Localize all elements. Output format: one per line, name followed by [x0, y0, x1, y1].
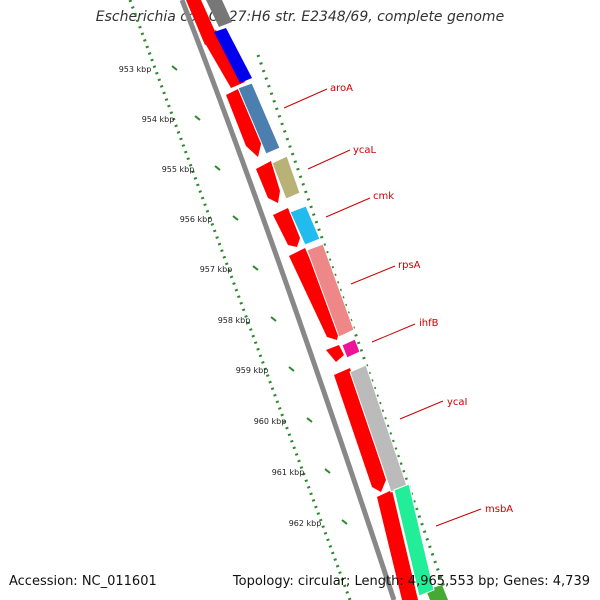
- outer-tick-ring: [128, 0, 352, 600]
- accession-label: Accession: NC_011601: [9, 574, 157, 589]
- gene-label-leader: [283, 88, 328, 109]
- cds-segment: [206, 0, 232, 27]
- kbp-tick: [288, 366, 295, 372]
- genome-backbone: [179, 0, 397, 600]
- kbp-tick: [214, 165, 221, 171]
- kbp-tick: [306, 417, 313, 423]
- gene-label-msbA: msbA: [485, 504, 513, 515]
- kbp-tick: [171, 65, 178, 71]
- gene-label-leader: [435, 508, 482, 527]
- gene-label-ycaL: ycaL: [353, 145, 377, 156]
- cds-arrow[interactable]: [226, 87, 262, 157]
- cds-arrow[interactable]: [202, 30, 245, 88]
- kbp-label: 961 kbp: [272, 468, 305, 477]
- kbp-tick: [324, 468, 331, 474]
- gene-feature-msbA[interactable]: [393, 483, 435, 597]
- kbp-label: 959 kbp: [236, 366, 269, 375]
- cds-arrow[interactable]: [377, 490, 418, 600]
- cds-arrow[interactable]: [273, 208, 300, 247]
- kbp-label: 955 kbp: [162, 165, 195, 174]
- kbp-label: 954 kbp: [142, 115, 175, 124]
- kbp-label: 958 kbp: [218, 316, 251, 325]
- kbp-label: 953 kbp: [119, 65, 152, 74]
- gene-label-leader: [399, 400, 444, 420]
- gene-label-rpsA: rpsA: [398, 260, 421, 271]
- kbp-label: 956 kbp: [180, 215, 213, 224]
- kbp-label: 957 kbp: [200, 265, 233, 274]
- gene-label-leader: [325, 197, 371, 218]
- kbp-tick: [252, 265, 259, 271]
- inner-tick-ring: [256, 54, 447, 591]
- gene-label-aroA: aroA: [330, 83, 353, 94]
- kbp-scale: 953 kbp 954 kbp 955 kbp 956 kbp 957 kbp 958 k…: [119, 65, 348, 528]
- cds-arrow[interactable]: [256, 161, 280, 203]
- gene-feature-cmk[interactable]: [289, 205, 321, 246]
- gene-label-ycaI: ycaI: [447, 397, 468, 408]
- kbp-tick: [194, 115, 201, 121]
- gene-track: aroA ycaL cmk rpsA ihfB ycaI msbA: [237, 82, 513, 597]
- gene-feature-ycaL[interactable]: [271, 155, 301, 200]
- gene-feature-rpsA[interactable]: [306, 243, 355, 338]
- kbp-label: 962 kbp: [289, 519, 322, 528]
- gene-feature-ihfB[interactable]: [341, 338, 361, 359]
- gene-feature-aroA[interactable]: [237, 82, 281, 155]
- gene-label-ihfB: ihfB: [419, 318, 439, 329]
- cds-track: [186, 0, 448, 600]
- kbp-label: 960 kbp: [254, 417, 287, 426]
- gene-label-cmk: cmk: [373, 191, 394, 202]
- cds-segment: [214, 28, 252, 83]
- cds-arrow[interactable]: [289, 248, 340, 340]
- gene-label-leader: [371, 323, 416, 343]
- gene-label-leader: [350, 265, 396, 285]
- gene-label-leader: [307, 149, 351, 170]
- cds-arrow[interactable]: [326, 345, 344, 362]
- kbp-tick: [232, 215, 239, 221]
- cds-arrow[interactable]: [334, 368, 386, 492]
- kbp-tick: [270, 316, 277, 322]
- kbp-tick: [341, 519, 348, 525]
- genome-summary: Topology: circular; Length: 4,965,553 bp…: [232, 574, 590, 589]
